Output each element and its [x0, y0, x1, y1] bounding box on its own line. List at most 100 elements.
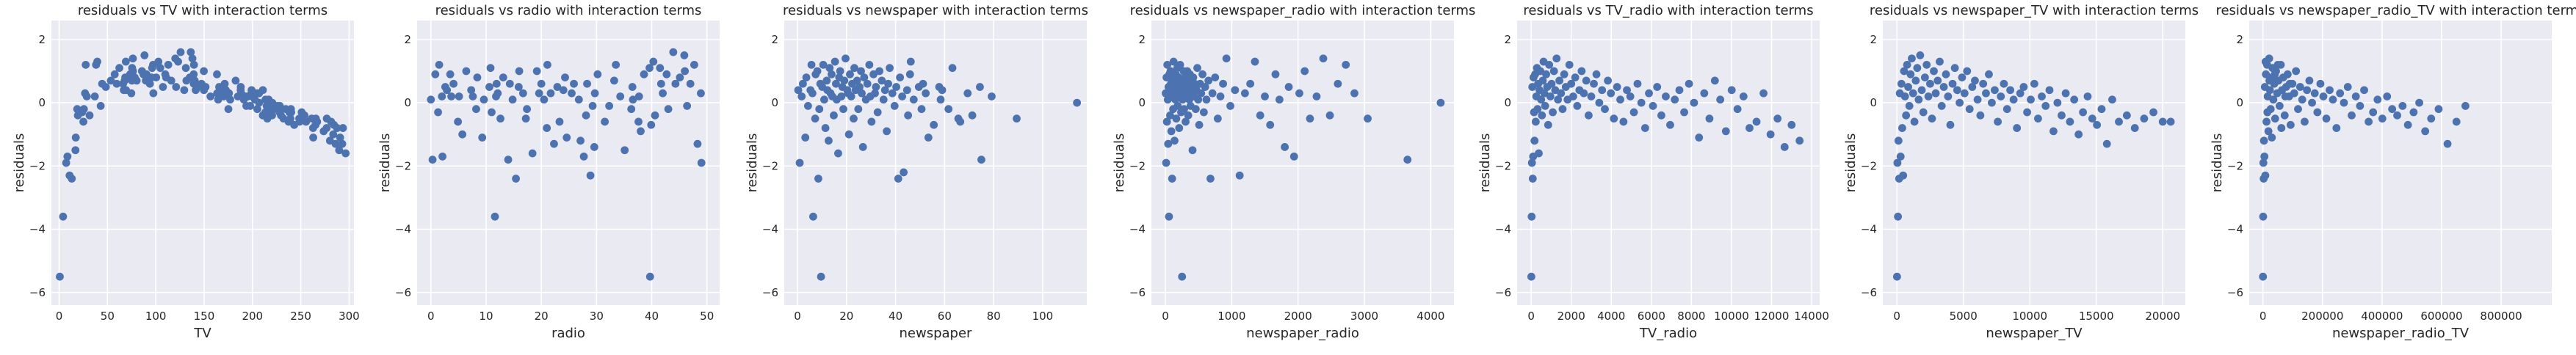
- y-tick-label: −2: [2227, 159, 2243, 172]
- data-point: [1528, 175, 1537, 183]
- data-point: [2280, 111, 2289, 120]
- data-point: [480, 95, 488, 104]
- y-tick-label: −2: [1129, 159, 1146, 172]
- data-point: [286, 114, 294, 123]
- data-point: [1917, 86, 1926, 95]
- y-tick-label: 2: [404, 33, 411, 46]
- data-point: [1955, 98, 1964, 107]
- data-point: [1582, 76, 1591, 85]
- data-point: [2403, 120, 2412, 129]
- data-point: [1626, 92, 1635, 100]
- data-point: [869, 70, 878, 78]
- data-point: [1979, 79, 1988, 88]
- data-point: [794, 86, 803, 95]
- data-point: [808, 212, 817, 221]
- data-point: [1948, 79, 1957, 88]
- data-point: [1527, 158, 1536, 167]
- data-point: [1942, 70, 1950, 78]
- data-point: [1902, 111, 1911, 120]
- data-point: [2398, 102, 2407, 110]
- data-point: [79, 117, 87, 126]
- y-tick-label: −2: [395, 159, 411, 172]
- data-point: [1994, 117, 2002, 126]
- x-tick-label: 100: [1032, 310, 1054, 323]
- data-point: [2332, 124, 2341, 132]
- data-point: [656, 64, 665, 73]
- data-point: [2041, 102, 2050, 110]
- data-point: [1910, 117, 1919, 126]
- data-point: [1547, 79, 1556, 88]
- data-point: [1590, 79, 1598, 88]
- data-point: [1199, 108, 1208, 117]
- data-point: [1963, 67, 1972, 76]
- data-point: [936, 95, 945, 104]
- data-point: [1780, 143, 1789, 151]
- data-point: [1312, 92, 1321, 100]
- data-point: [428, 155, 437, 164]
- data-point: [879, 95, 888, 104]
- data-point: [1533, 105, 1542, 114]
- data-point: [905, 70, 914, 78]
- data-point: [583, 79, 591, 88]
- data-point: [590, 89, 599, 98]
- data-point: [1985, 70, 1993, 78]
- data-point: [2369, 108, 2378, 117]
- data-point: [2006, 86, 2014, 95]
- data-point: [1657, 111, 1665, 120]
- data-point: [2295, 83, 2304, 91]
- subplot-6: 0 5000 10000 15000 20000 −6 −4 −2 0 2 residuals vs…: [1843, 3, 2199, 341]
- data-point: [1721, 127, 1730, 136]
- data-point: [443, 86, 451, 95]
- data-point: [795, 158, 804, 167]
- data-point: [1528, 83, 1537, 91]
- data-point: [640, 70, 648, 78]
- data-point: [1894, 212, 1903, 221]
- data-point: [662, 70, 671, 78]
- data-point: [1266, 120, 1275, 129]
- data-point: [253, 105, 261, 114]
- data-point: [1587, 92, 1596, 100]
- data-point: [1284, 83, 1293, 91]
- chart-title: residuals vs newspaper_radio_TV with int…: [2215, 3, 2576, 18]
- data-point: [1193, 64, 1201, 73]
- data-point: [1189, 73, 1198, 81]
- y-tick-label: −4: [1495, 223, 1511, 236]
- data-point: [1577, 67, 1586, 76]
- data-point: [1165, 212, 1173, 221]
- data-point: [1222, 54, 1231, 63]
- data-point: [808, 89, 817, 98]
- data-point: [2259, 212, 2268, 221]
- data-point: [1610, 114, 1618, 123]
- data-point: [871, 89, 879, 98]
- data-point: [499, 73, 507, 81]
- data-point: [2301, 117, 2309, 126]
- data-point: [1645, 89, 1653, 98]
- data-point: [300, 111, 309, 120]
- data-point: [858, 143, 867, 151]
- data-point: [2316, 79, 2325, 88]
- data-point: [1334, 79, 1342, 88]
- data-point: [339, 124, 347, 132]
- data-point: [1176, 60, 1184, 69]
- data-point: [553, 83, 562, 91]
- data-point: [671, 79, 680, 88]
- data-point: [825, 64, 834, 73]
- data-point: [680, 51, 689, 59]
- x-axis-label: TV: [193, 326, 211, 341]
- y-tick-label: −6: [1861, 286, 1877, 299]
- data-point: [1213, 114, 1222, 123]
- data-point: [1560, 70, 1569, 78]
- data-point: [496, 114, 504, 123]
- data-point: [1546, 92, 1555, 100]
- data-point: [1671, 95, 1679, 104]
- data-point: [156, 64, 164, 73]
- data-point: [2292, 67, 2301, 76]
- data-point: [2009, 95, 2018, 104]
- data-point: [1916, 51, 1925, 59]
- data-point: [1894, 136, 1903, 145]
- data-point: [1527, 272, 1535, 281]
- data-point: [1182, 117, 1190, 126]
- data-point: [190, 76, 199, 85]
- data-point: [1164, 139, 1173, 148]
- data-point: [236, 83, 245, 91]
